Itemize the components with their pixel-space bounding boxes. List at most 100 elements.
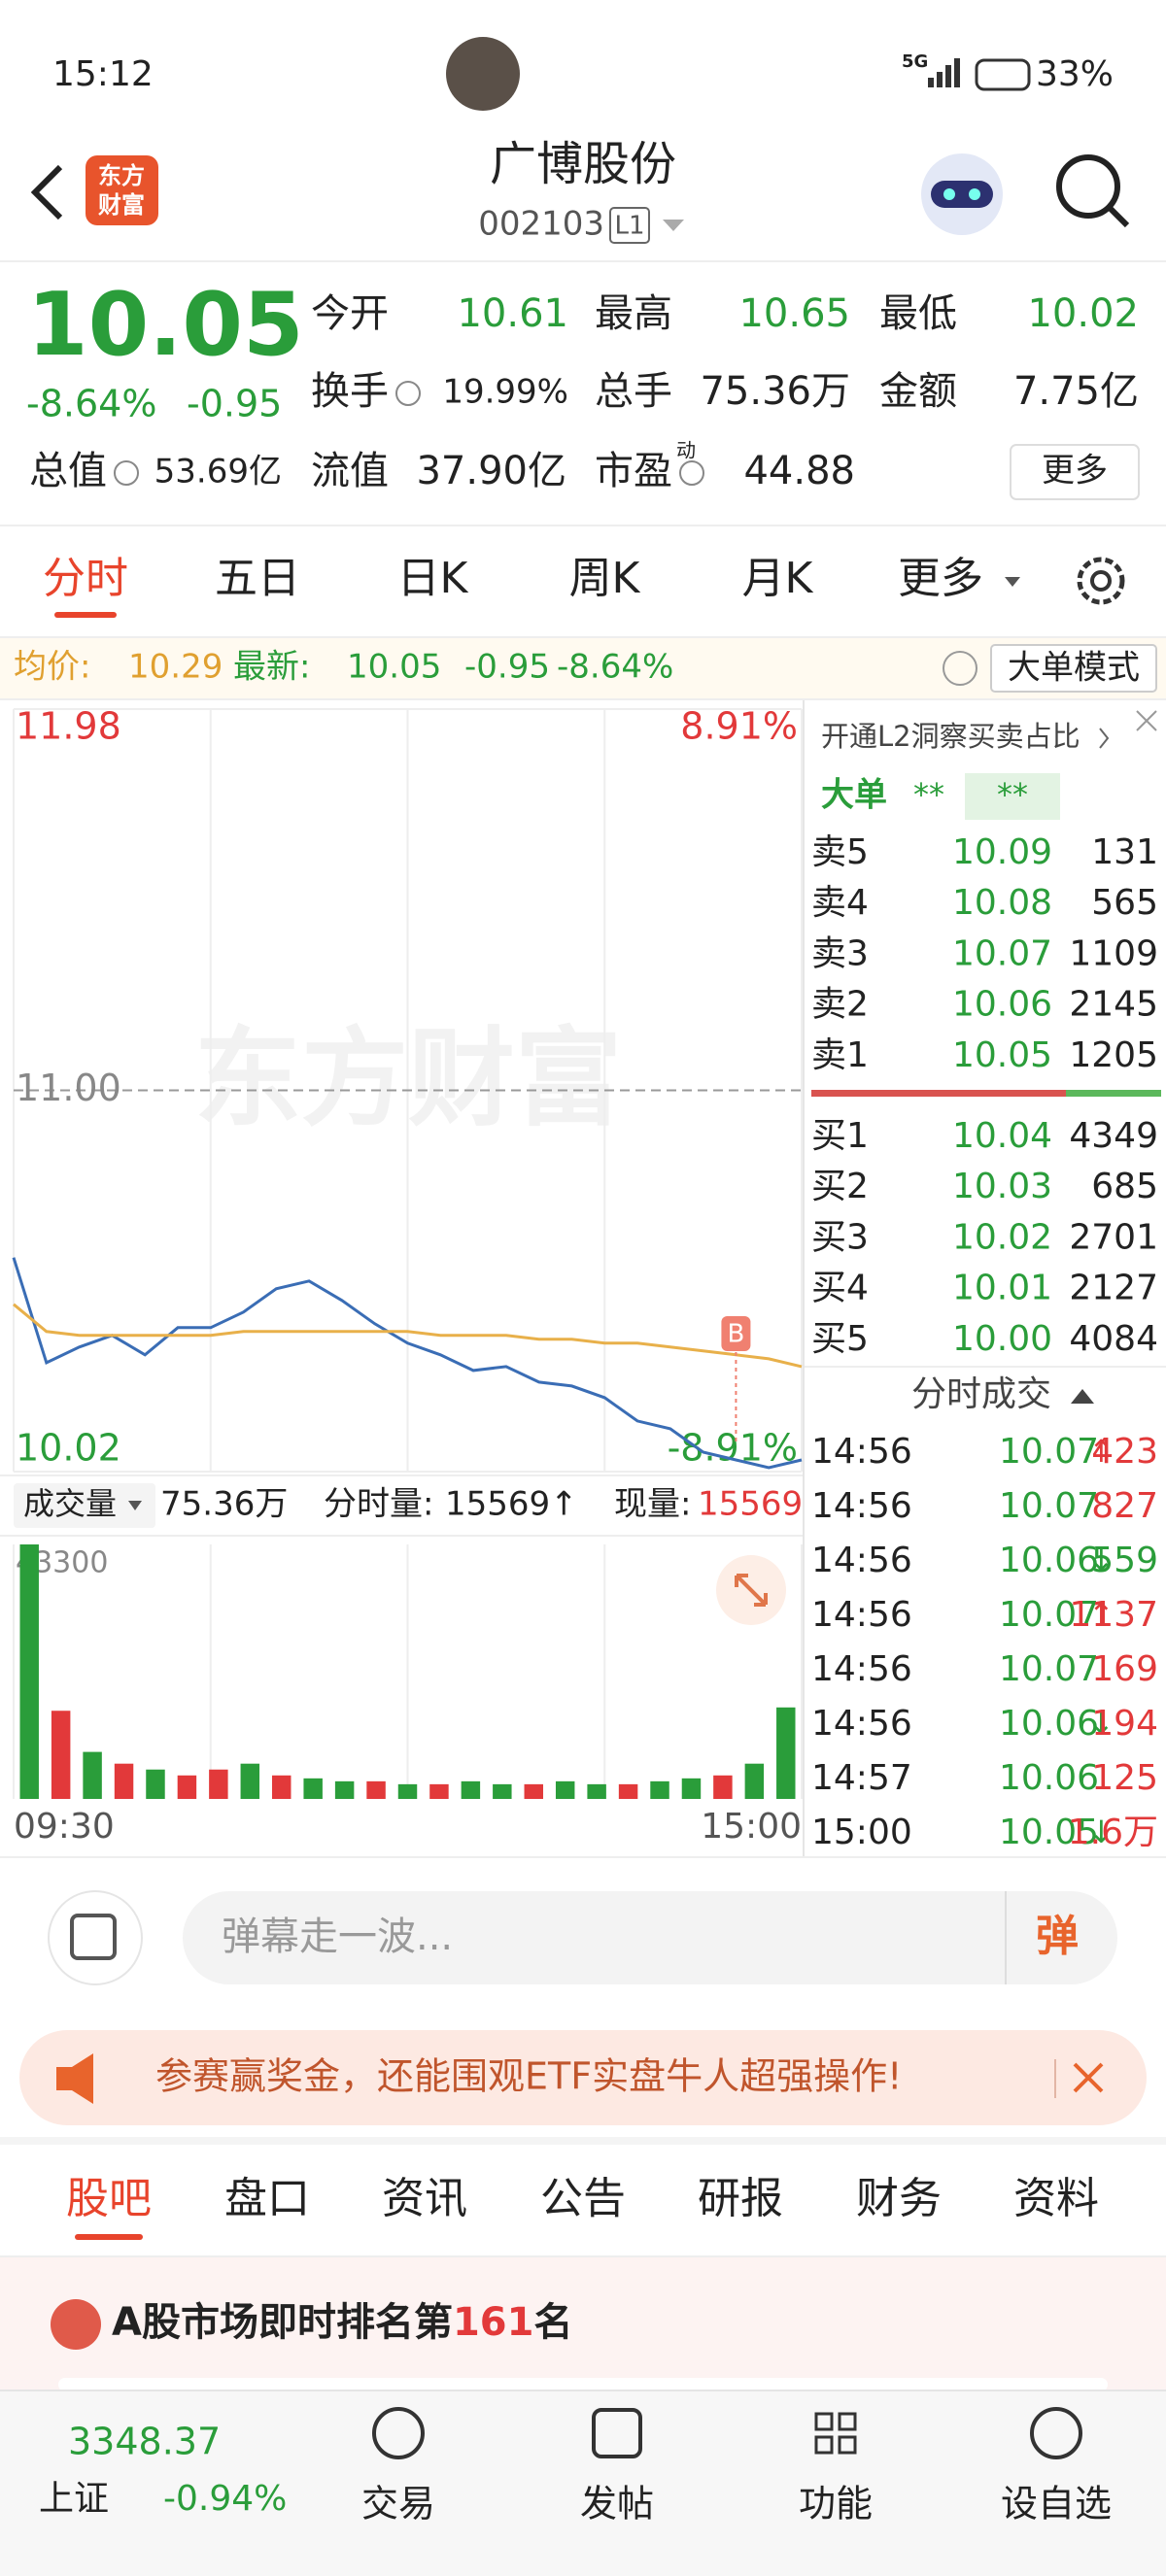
trade-price: 10.07 (999, 1595, 1099, 1635)
bottom-nav (0, 2390, 1166, 2576)
nav-icon (814, 2435, 834, 2455)
current-volume: 15569 (698, 1485, 803, 1524)
trade-price: 10.06 (999, 1704, 1099, 1744)
volume-bar (114, 1763, 134, 1799)
volume-bar (461, 1780, 481, 1799)
dropdown-icon[interactable] (663, 220, 684, 231)
section-tab[interactable]: 资讯 (382, 2174, 467, 2223)
divider (0, 1474, 803, 1476)
chart-tab[interactable]: 五日 (215, 554, 300, 603)
battery-icon (975, 58, 1031, 91)
close-promo[interactable] (1136, 710, 1157, 731)
trade-time: 15:00 (811, 1813, 912, 1852)
section-tab[interactable]: 资料 (1013, 2174, 1099, 2223)
divider (0, 2255, 1166, 2257)
nav-item[interactable]: 功能 (799, 2412, 873, 2525)
tab-indicator (54, 612, 117, 618)
expand-button[interactable] (716, 1555, 786, 1625)
big-order-label: 大单 (821, 776, 887, 815)
field-value: 10.61 (457, 291, 568, 336)
section-tab[interactable]: 研报 (698, 2174, 783, 2223)
comment-input[interactable] (183, 1891, 1117, 1984)
nav-icon (838, 2435, 857, 2455)
mode-button[interactable] (990, 644, 1157, 693)
trade-price: 10.05 (999, 1813, 1099, 1852)
volume-bar (493, 1783, 512, 1799)
volume-bar (177, 1775, 197, 1799)
volume-selector[interactable] (14, 1483, 155, 1528)
search-button[interactable] (1056, 154, 1130, 228)
divider (0, 1535, 803, 1537)
section-tab[interactable]: 公告 (540, 2174, 626, 2223)
book-volume: 685 (1091, 1167, 1158, 1206)
logo-text: 财富 (98, 191, 145, 219)
trade-time: 14:56 (811, 1432, 912, 1472)
nav-item[interactable]: 发帖 (580, 2408, 654, 2525)
banner[interactable] (19, 2030, 1147, 2125)
book-volume: 2127 (1069, 1269, 1158, 1308)
trade-time: 14:56 (811, 1541, 912, 1580)
book-volume: 1109 (1069, 933, 1158, 973)
chart-tab[interactable]: 周K (569, 554, 641, 603)
book-label: 买4 (811, 1269, 869, 1308)
field-value: 44.88 (743, 449, 855, 493)
info-icon (679, 460, 704, 486)
book-volume: 131 (1091, 832, 1158, 872)
comment-placeholder: 弹幕走一波... (222, 1915, 453, 1959)
chart-tab[interactable]: 月K (742, 554, 814, 603)
book-volume: 2701 (1069, 1217, 1158, 1257)
volume-bar (83, 1751, 102, 1799)
period-label: 分时量: (324, 1485, 433, 1524)
section-tab[interactable]: 盘口 (224, 2174, 310, 2223)
volume-bar (618, 1783, 638, 1799)
ranking-bg (0, 2257, 1166, 2390)
field-label: 总值 (29, 449, 107, 493)
divider (0, 636, 1166, 638)
divider (0, 2390, 1166, 2391)
ranking-prefix: A股市场即时排名第 (112, 2300, 453, 2345)
stock-name: 广博股份 (490, 137, 676, 191)
chart-tab[interactable]: 日K (397, 554, 469, 603)
trade-arrow: ↓ (1088, 1705, 1115, 1742)
volume-bar (146, 1769, 165, 1799)
more-label: 更多 (1042, 452, 1108, 491)
section-tab[interactable]: 财务 (856, 2174, 942, 2223)
signal-icon (928, 58, 960, 87)
big-order-box (965, 773, 1060, 820)
comment-icon[interactable] (48, 1890, 143, 1985)
field-label: 流值 (311, 449, 389, 493)
danmaku-button[interactable]: 弹 (1036, 1912, 1079, 1961)
field-value: 10.65 (738, 291, 850, 336)
book-price: 10.00 (952, 1319, 1052, 1359)
volume-bar (366, 1780, 386, 1799)
trade-volume: 423 (1091, 1432, 1158, 1472)
l2-promo[interactable]: 开通L2洞察买卖占比 (821, 720, 1080, 753)
section-tab[interactable]: 股吧 (66, 2174, 152, 2223)
index-value[interactable]: 3348.37 (68, 2421, 221, 2463)
volume-bar (334, 1780, 355, 1799)
assistant-avatar[interactable] (921, 153, 1003, 235)
notification-icon (446, 37, 520, 111)
change: -0.95 (187, 383, 282, 425)
book-volume: 4084 (1069, 1319, 1158, 1359)
settings-button[interactable] (1077, 557, 1125, 605)
more-button[interactable] (1010, 444, 1140, 500)
collapse-icon[interactable] (1071, 1389, 1094, 1404)
volume-bar (555, 1780, 575, 1799)
marker-label: B (727, 1320, 744, 1349)
nav-items: 交易 发帖 功能 设自选 (361, 2407, 1112, 2525)
banner-close[interactable] (1073, 2062, 1104, 2093)
nav-item[interactable]: 交易 (361, 2407, 435, 2525)
ranking-text[interactable]: A股市场即时排名第161名 (112, 2300, 572, 2345)
help-icon[interactable] (943, 651, 977, 686)
back-button[interactable] (30, 164, 63, 220)
logo (86, 155, 158, 225)
x-tick-label: 15:00 (701, 1807, 802, 1847)
chart-tab[interactable]: 分时 (43, 554, 128, 603)
chart-tab[interactable]: 更多 (898, 554, 983, 603)
trade-volume: 169 (1091, 1649, 1158, 1689)
trade-volume: 1137 (1069, 1595, 1158, 1635)
book-label: 卖1 (811, 1035, 869, 1075)
nav-item[interactable]: 设自选 (1001, 2407, 1112, 2525)
